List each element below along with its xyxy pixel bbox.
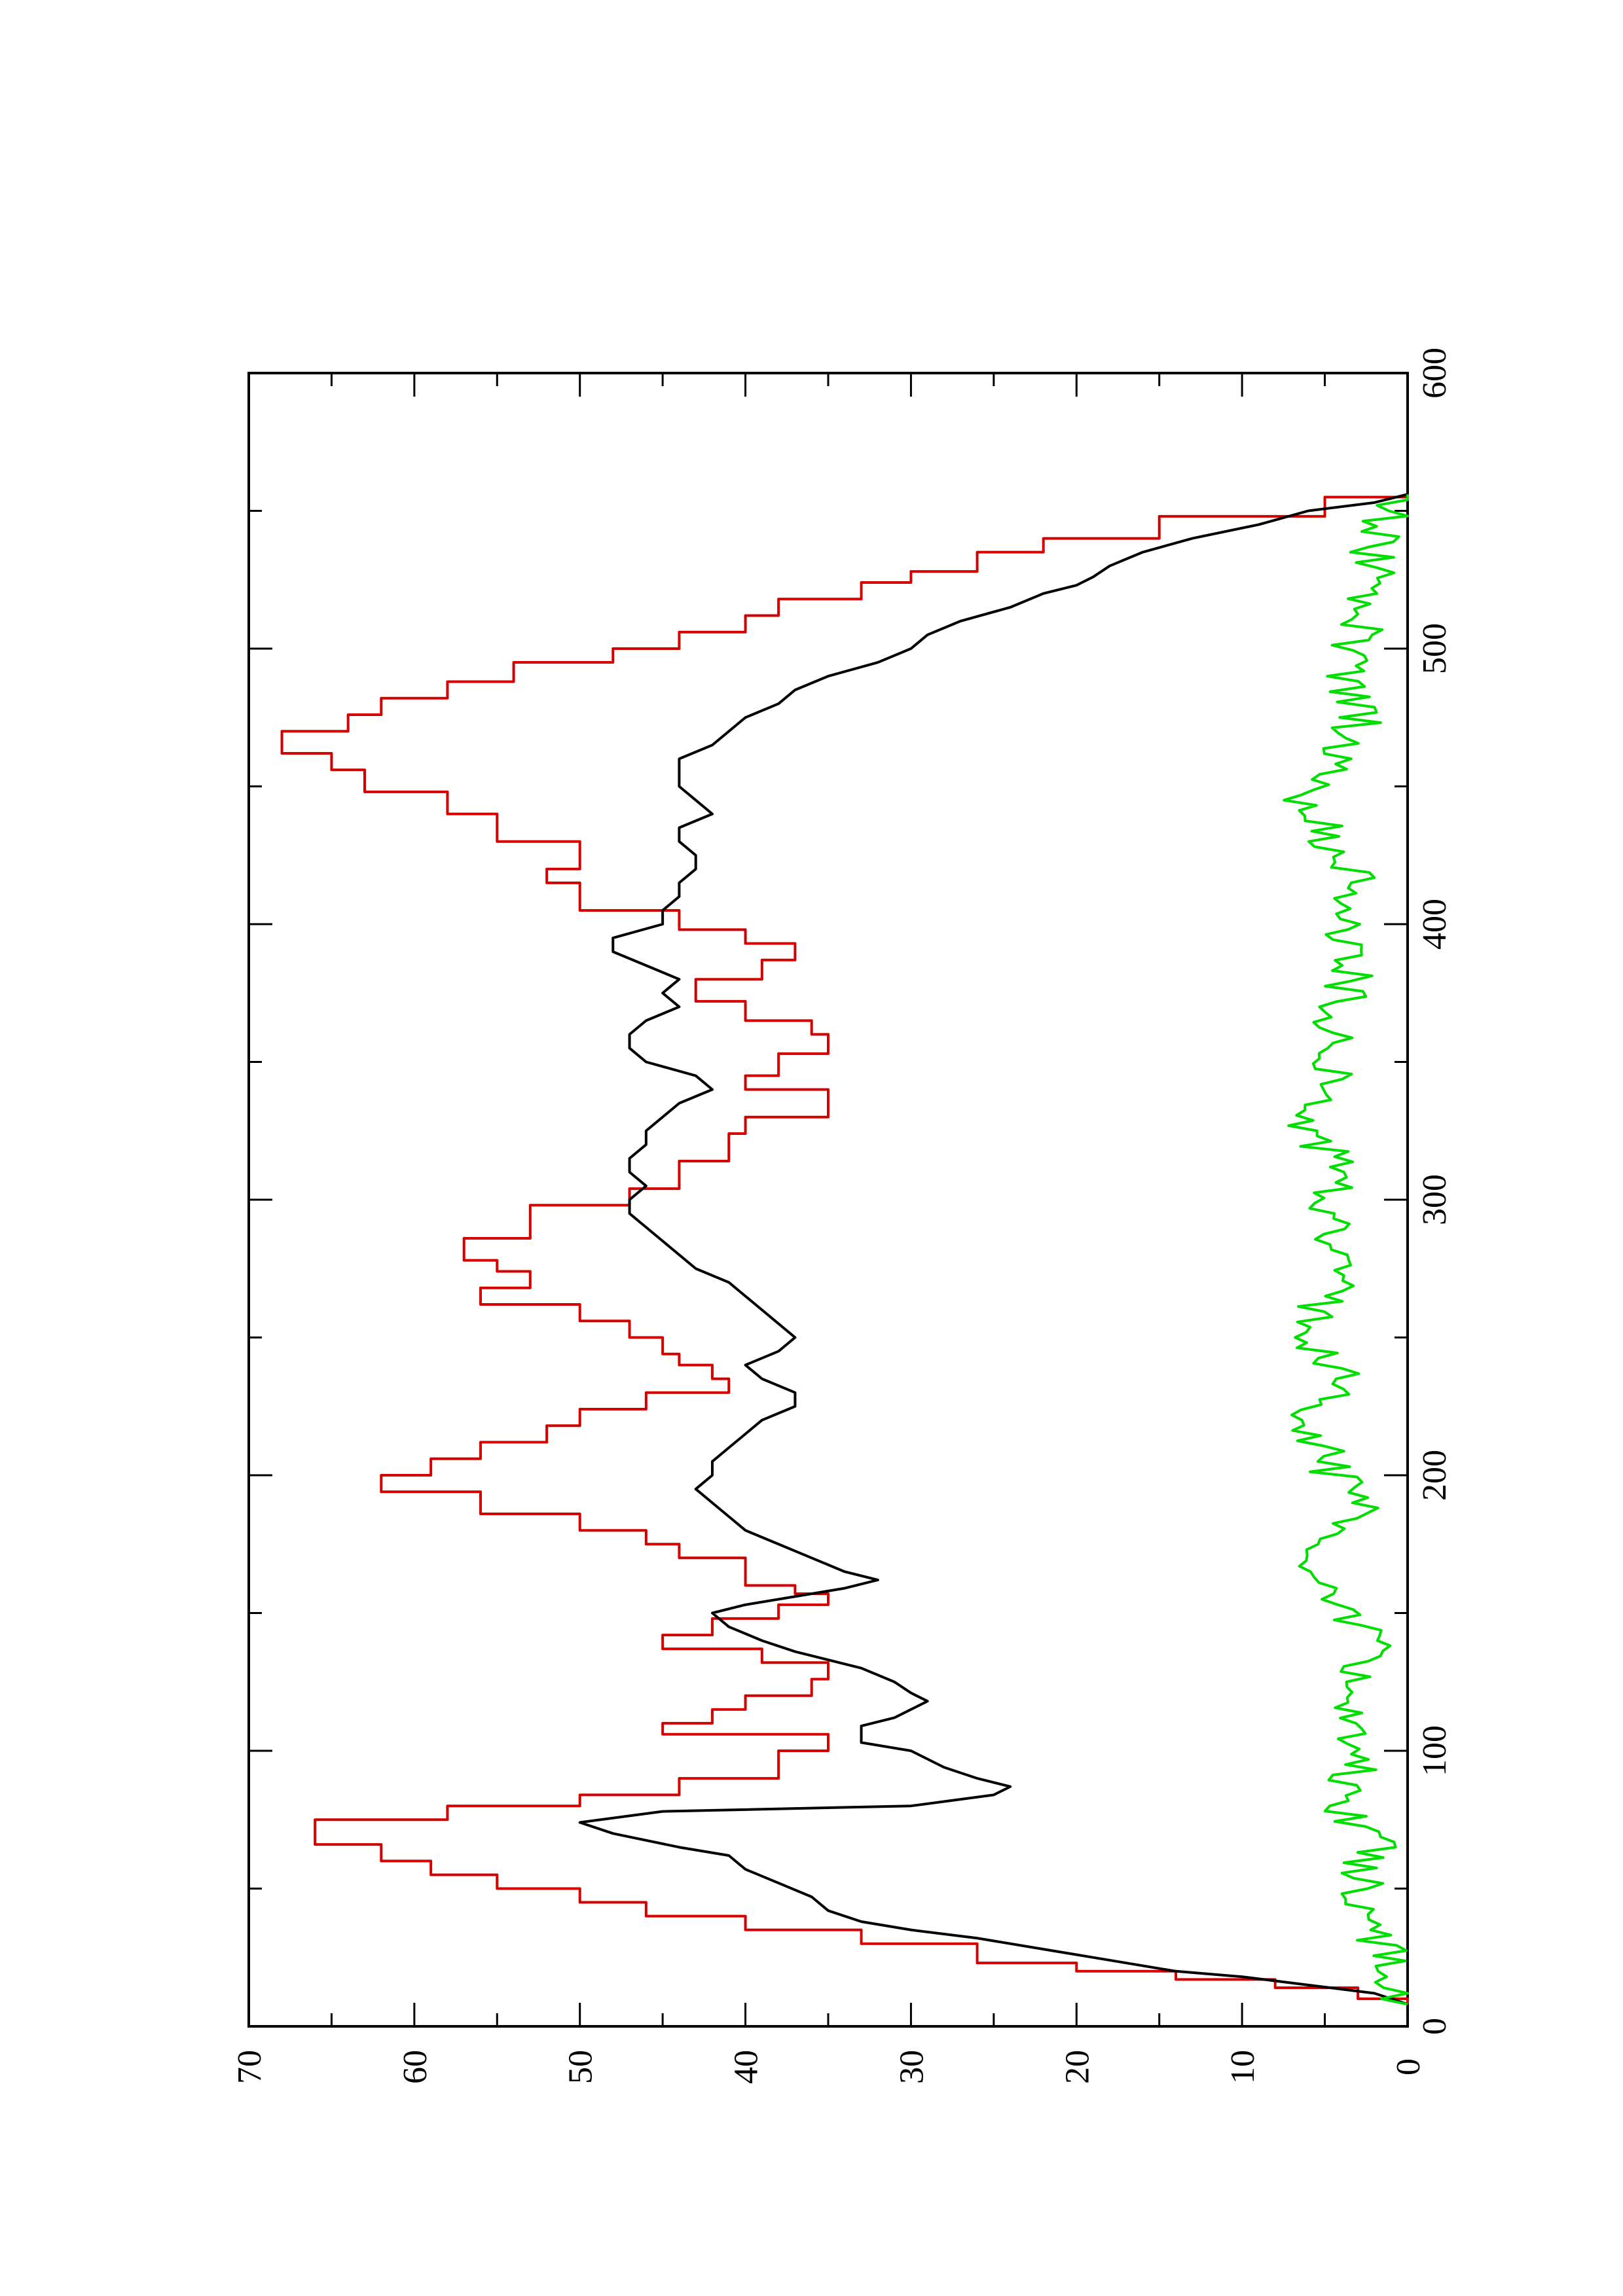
y-tick-label: 20 [1059,2050,1096,2084]
plot-frame [247,372,1409,2028]
x-tick-label: 400 [1416,899,1453,950]
x-tick-label: 0 [1416,2018,1453,2035]
x-tick-label: 500 [1416,623,1453,674]
y-tick-label: 30 [893,2050,930,2084]
y-tick-label: 60 [397,2050,434,2084]
x-tick-label: 100 [1416,1725,1453,1776]
x-tick-label: 300 [1416,1174,1453,1225]
y-tick-label: 70 [231,2050,268,2084]
y-tick-label: 50 [562,2050,600,2084]
series-line-2 [1283,494,1409,2006]
series-line-1 [578,493,1408,2006]
labels-layer: 0 100 200 300 400 500 600 0 10 20 30 40 50 60 70 [231,348,1453,2084]
x-tick-label: 200 [1416,1450,1453,1501]
y-tick-label: 0 [1390,2058,1427,2075]
y-tick-label: 40 [728,2050,765,2084]
y-tick-label: 10 [1224,2050,1262,2084]
series-line-0 [280,495,1409,2005]
series-layer [280,493,1409,2006]
ticks-layer [247,372,1409,2028]
x-tick-label: 600 [1416,348,1453,399]
